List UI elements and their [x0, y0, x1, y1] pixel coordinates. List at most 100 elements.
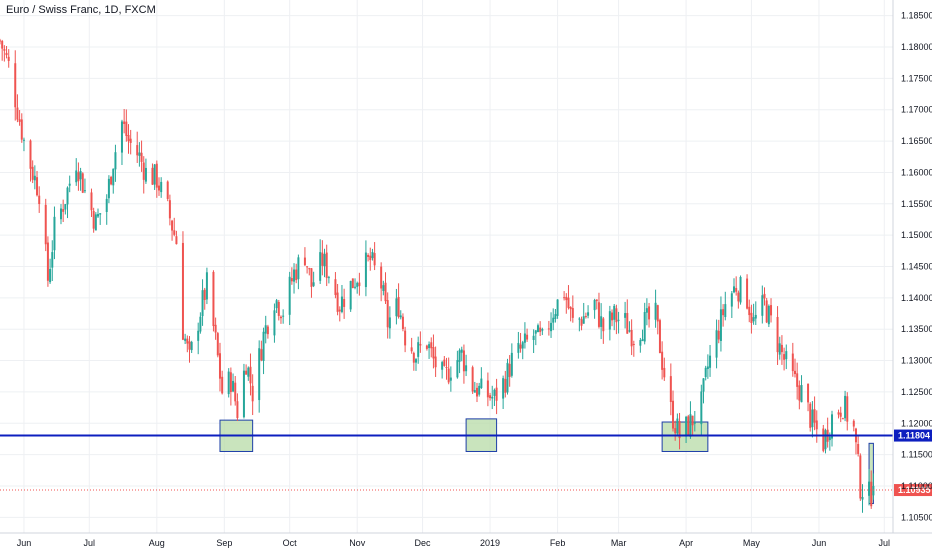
- candle-body: [229, 372, 232, 393]
- y-tick-label: 1.10500: [901, 512, 932, 522]
- candle-body: [120, 121, 123, 153]
- candle-body: [813, 409, 816, 423]
- candle-body: [593, 300, 596, 311]
- candle-body: [46, 242, 49, 281]
- candle-body: [735, 287, 738, 292]
- candle-body: [462, 350, 465, 372]
- x-tick-label: Jul: [879, 538, 891, 548]
- candle-body: [523, 333, 526, 343]
- candle-body: [556, 299, 559, 316]
- candle-body: [532, 335, 535, 340]
- candle-body: [349, 280, 352, 310]
- candle-body: [678, 420, 681, 439]
- candle-body: [290, 278, 293, 282]
- candle-body: [617, 319, 620, 321]
- candle-body: [249, 366, 252, 384]
- candle-body: [153, 164, 156, 185]
- candle-body: [837, 412, 840, 415]
- candle-body: [480, 378, 483, 388]
- x-tick-label: 2019: [480, 538, 500, 548]
- candle-body: [754, 314, 757, 319]
- candle-body: [517, 342, 520, 353]
- candle-body: [81, 173, 84, 193]
- candle-body: [303, 257, 306, 266]
- candle-body: [5, 52, 8, 56]
- candle-body: [112, 168, 115, 186]
- candle-body: [752, 317, 755, 322]
- candle-body: [36, 177, 39, 196]
- candle-body: [465, 365, 468, 372]
- candle-body: [140, 152, 143, 162]
- candle-body: [33, 175, 36, 181]
- candle-body: [358, 282, 361, 287]
- candle-body: [173, 230, 176, 235]
- candle-body: [669, 376, 672, 403]
- candle-body: [595, 299, 598, 302]
- candle-body: [770, 305, 773, 316]
- zone-layer: [219, 418, 874, 505]
- candle-body: [7, 56, 10, 61]
- y-tick-label: 1.16000: [901, 167, 932, 177]
- candle-body: [386, 300, 389, 328]
- candle-body: [846, 396, 849, 422]
- candle-body: [266, 326, 269, 335]
- candle-body: [493, 389, 496, 396]
- candle-body: [730, 293, 733, 307]
- candle-body: [608, 311, 611, 330]
- candle-body: [693, 422, 696, 424]
- candle-body: [94, 214, 97, 231]
- candle-body: [547, 328, 550, 330]
- x-tick-label: Jun: [812, 538, 827, 548]
- candle-body: [628, 330, 631, 332]
- x-tick-label: Aug: [149, 538, 165, 548]
- candle-body: [778, 343, 781, 355]
- candle-body: [449, 377, 452, 381]
- candle-body: [441, 362, 444, 370]
- candle-body: [277, 301, 280, 316]
- candle-body: [90, 192, 93, 211]
- candle-body: [685, 416, 688, 437]
- candle-body: [295, 269, 298, 281]
- candle-body: [793, 370, 796, 375]
- candle-body: [491, 396, 494, 399]
- candle-body: [536, 325, 539, 333]
- x-tick-label: Nov: [349, 538, 366, 548]
- candle-body: [77, 172, 80, 182]
- candle-body: [475, 387, 478, 397]
- candle-body: [709, 355, 712, 368]
- candle-body: [127, 134, 130, 142]
- candle-body: [136, 145, 139, 156]
- candle-body: [214, 324, 217, 333]
- candle-body: [20, 119, 23, 140]
- candle-body: [658, 320, 661, 354]
- candle-body: [502, 378, 505, 399]
- candle-body: [597, 302, 600, 327]
- candle-body: [373, 253, 376, 266]
- candle-body: [125, 121, 128, 136]
- candle-body: [828, 436, 831, 441]
- candle-body: [587, 312, 590, 316]
- candle-body: [380, 266, 383, 289]
- candle-body: [166, 181, 169, 199]
- candle-body: [526, 334, 529, 340]
- candle-body: [129, 138, 132, 143]
- candle-body: [839, 412, 842, 417]
- candle-body: [64, 204, 67, 210]
- candle-body: [49, 268, 52, 283]
- candle-body: [785, 351, 788, 360]
- candle-body: [340, 296, 343, 312]
- candle-body: [245, 370, 248, 375]
- candle-body: [417, 342, 420, 357]
- candle-body: [641, 339, 644, 341]
- candle-body: [273, 310, 276, 336]
- candle-body: [251, 385, 254, 402]
- candle-body: [395, 298, 398, 317]
- y-tick-label: 1.17500: [901, 73, 932, 83]
- candle-body: [336, 292, 339, 312]
- candle-body: [44, 204, 47, 245]
- candle-body: [110, 176, 113, 185]
- candle-body: [676, 418, 679, 434]
- candle-body: [16, 107, 19, 120]
